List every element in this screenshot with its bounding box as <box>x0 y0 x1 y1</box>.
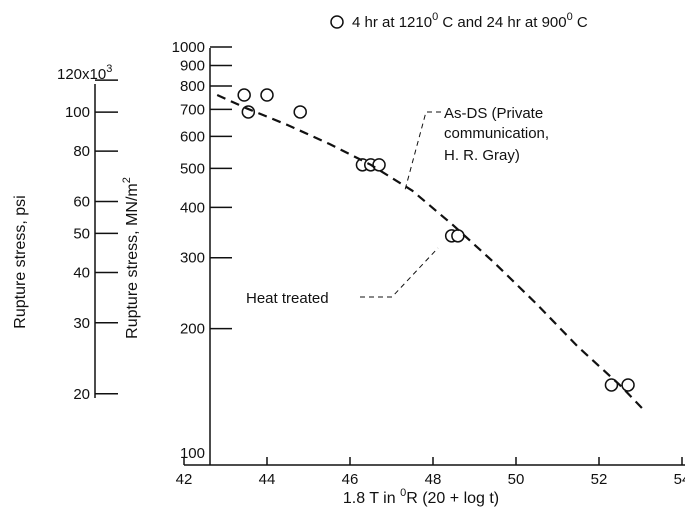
data-point <box>293 105 307 119</box>
data-point <box>237 88 251 102</box>
annotation-heat-treated: Heat treated <box>246 247 439 307</box>
as-ds-line-3: H. R. Gray) <box>444 147 520 164</box>
as-ds-line-2: communication, <box>444 125 549 142</box>
legend-marker <box>330 15 344 29</box>
psi-tick-label: 80 <box>73 143 90 160</box>
annotation-as-ds: As-DS (Private communication, H. R. Gray… <box>404 105 549 191</box>
plot-area <box>216 88 646 412</box>
x-tick-label: 48 <box>425 471 442 488</box>
as-ds-line-1: As-DS (Private <box>444 105 543 122</box>
x-axis: 42 44 46 48 50 52 54 1.8 T in 0R (20 + log t) <box>176 457 685 507</box>
psi-tick-label: 20 <box>73 386 90 403</box>
mn-tick-label: 400 <box>180 199 205 216</box>
data-point <box>372 158 386 172</box>
mn-tick-label: 700 <box>180 101 205 118</box>
heat-treated-leader <box>360 247 439 298</box>
data-point <box>241 105 256 119</box>
mn-tick-label: 800 <box>180 78 205 95</box>
mn-tick-label: 300 <box>180 250 205 267</box>
mn-tick-label: 900 <box>180 57 205 74</box>
psi-tick-label: 40 <box>73 264 90 281</box>
legend-label: 4 hr at 12100 C and 24 hr at 9000 C <box>352 11 588 31</box>
mn-tick-label: 500 <box>180 160 205 177</box>
data-point <box>451 229 465 243</box>
psi-tick-label: 50 <box>73 225 90 242</box>
psi-axis: 120x103 100 80 60 50 40 30 20 Rupture stress, … <box>12 63 118 403</box>
psi-tick-label: 60 <box>73 193 90 210</box>
psi-tick-label: 100 <box>65 104 90 121</box>
psi-axis-multiplier: 120x103 <box>57 63 112 83</box>
as-ds-leader <box>404 111 441 191</box>
x-tick-label: 44 <box>259 471 276 488</box>
x-tick-label: 46 <box>342 471 359 488</box>
x-tick-label: 50 <box>508 471 525 488</box>
heat-treated-label: Heat treated <box>246 290 329 307</box>
mn-tick-label: 200 <box>180 321 205 338</box>
mn-tick-label: 600 <box>180 128 205 145</box>
data-point <box>604 378 619 392</box>
as-ds-curve <box>216 93 646 412</box>
x-axis-title: 1.8 T in 0R (20 + log t) <box>343 487 499 507</box>
legend: 4 hr at 12100 C and 24 hr at 9000 C <box>330 11 588 31</box>
data-point <box>260 88 274 102</box>
psi-axis-title: Rupture stress, psi <box>12 195 29 328</box>
x-tick-label: 54 <box>674 471 685 488</box>
psi-tick-label: 30 <box>73 315 90 332</box>
mn-tick-label: 1000 <box>172 39 205 56</box>
mn-axis-title: Rupture stress, MN/m2 <box>121 177 141 339</box>
mn-tick-label: 100 <box>180 445 205 462</box>
data-point <box>621 378 635 392</box>
x-tick-label: 42 <box>176 471 193 488</box>
x-tick-label: 52 <box>591 471 608 488</box>
